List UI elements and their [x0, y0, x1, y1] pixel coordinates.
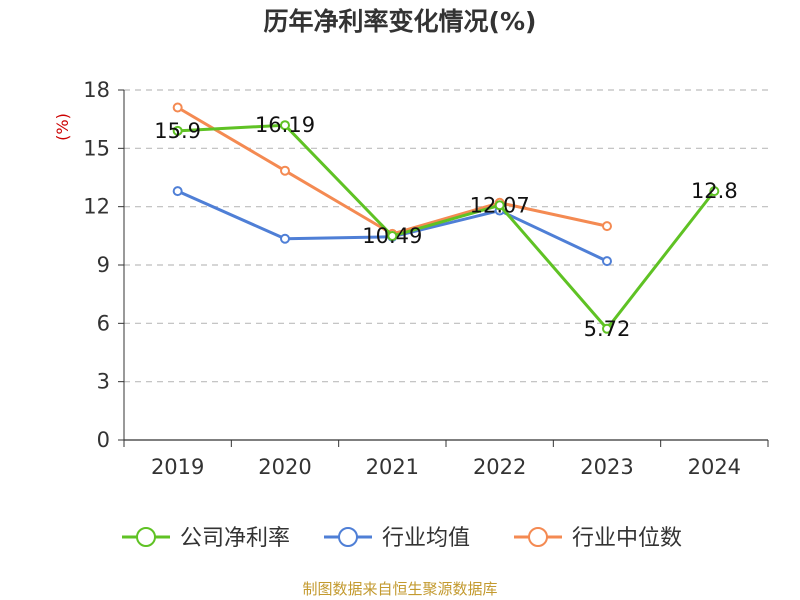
legend-item[interactable]: 行业中位数 — [514, 526, 682, 551]
source-note: 制图数据来自恒生聚源数据库 — [302, 580, 498, 598]
y-tick-label: 15 — [83, 136, 110, 160]
legend-label: 公司净利率 — [180, 526, 290, 551]
y-tick-label: 3 — [97, 370, 110, 394]
data-point[interactable] — [280, 165, 290, 176]
legend-marker — [338, 527, 358, 547]
legend-marker — [136, 527, 156, 547]
data-point[interactable] — [602, 256, 612, 267]
x-tick-label: 2019 — [151, 455, 204, 479]
y-tick-label: 9 — [97, 253, 110, 277]
legend-item[interactable]: 行业均值 — [324, 526, 470, 551]
x-tick-label: 2023 — [580, 455, 633, 479]
series-line — [177, 123, 716, 331]
x-tick-label: 2024 — [688, 455, 741, 479]
data-point[interactable] — [494, 200, 505, 211]
y-tick-label: 0 — [97, 428, 110, 452]
data-point[interactable] — [280, 233, 290, 244]
legend-marker — [528, 527, 548, 547]
data-point[interactable] — [602, 323, 612, 334]
x-tick-label: 2021 — [366, 455, 419, 479]
y-axis-unit: (%) — [53, 113, 72, 141]
data-label: 10.49 — [362, 224, 422, 248]
data-labels: 15.9 16.19 10.49 12.07 5.72 12.8 — [154, 113, 737, 341]
axes: 0 3 6 9 12 15 18 2019 2020 2021 2022 2023 2024 (%) — [53, 78, 769, 479]
legend-item[interactable]: 公司净利率 — [122, 526, 290, 551]
data-point[interactable] — [172, 125, 183, 136]
data-label: 15.9 — [154, 119, 201, 143]
data-label: 5.72 — [584, 317, 631, 341]
series-lines — [172, 102, 720, 334]
data-point[interactable] — [172, 102, 183, 113]
data-label: 12.8 — [691, 179, 738, 203]
data-point[interactable] — [172, 186, 183, 197]
y-tick-label: 12 — [83, 195, 110, 219]
x-tick-label: 2020 — [258, 455, 311, 479]
data-label: 16.19 — [255, 113, 315, 137]
y-tick-label: 18 — [83, 78, 110, 102]
legend-label: 行业中位数 — [572, 526, 682, 551]
legend[interactable]: 公司净利率 行业均值 行业中位数 — [122, 526, 682, 551]
data-point[interactable] — [709, 186, 720, 197]
data-label: 12.07 — [470, 193, 530, 217]
x-tick-label: 2022 — [473, 455, 526, 479]
data-point[interactable] — [602, 221, 612, 232]
data-point[interactable] — [387, 231, 398, 242]
chart-title: 历年净利率变化情况(%) — [263, 7, 537, 36]
y-tick-label: 6 — [97, 311, 110, 335]
legend-label: 行业均值 — [382, 526, 470, 551]
grid-lines — [124, 89, 768, 383]
data-point[interactable] — [280, 120, 290, 131]
